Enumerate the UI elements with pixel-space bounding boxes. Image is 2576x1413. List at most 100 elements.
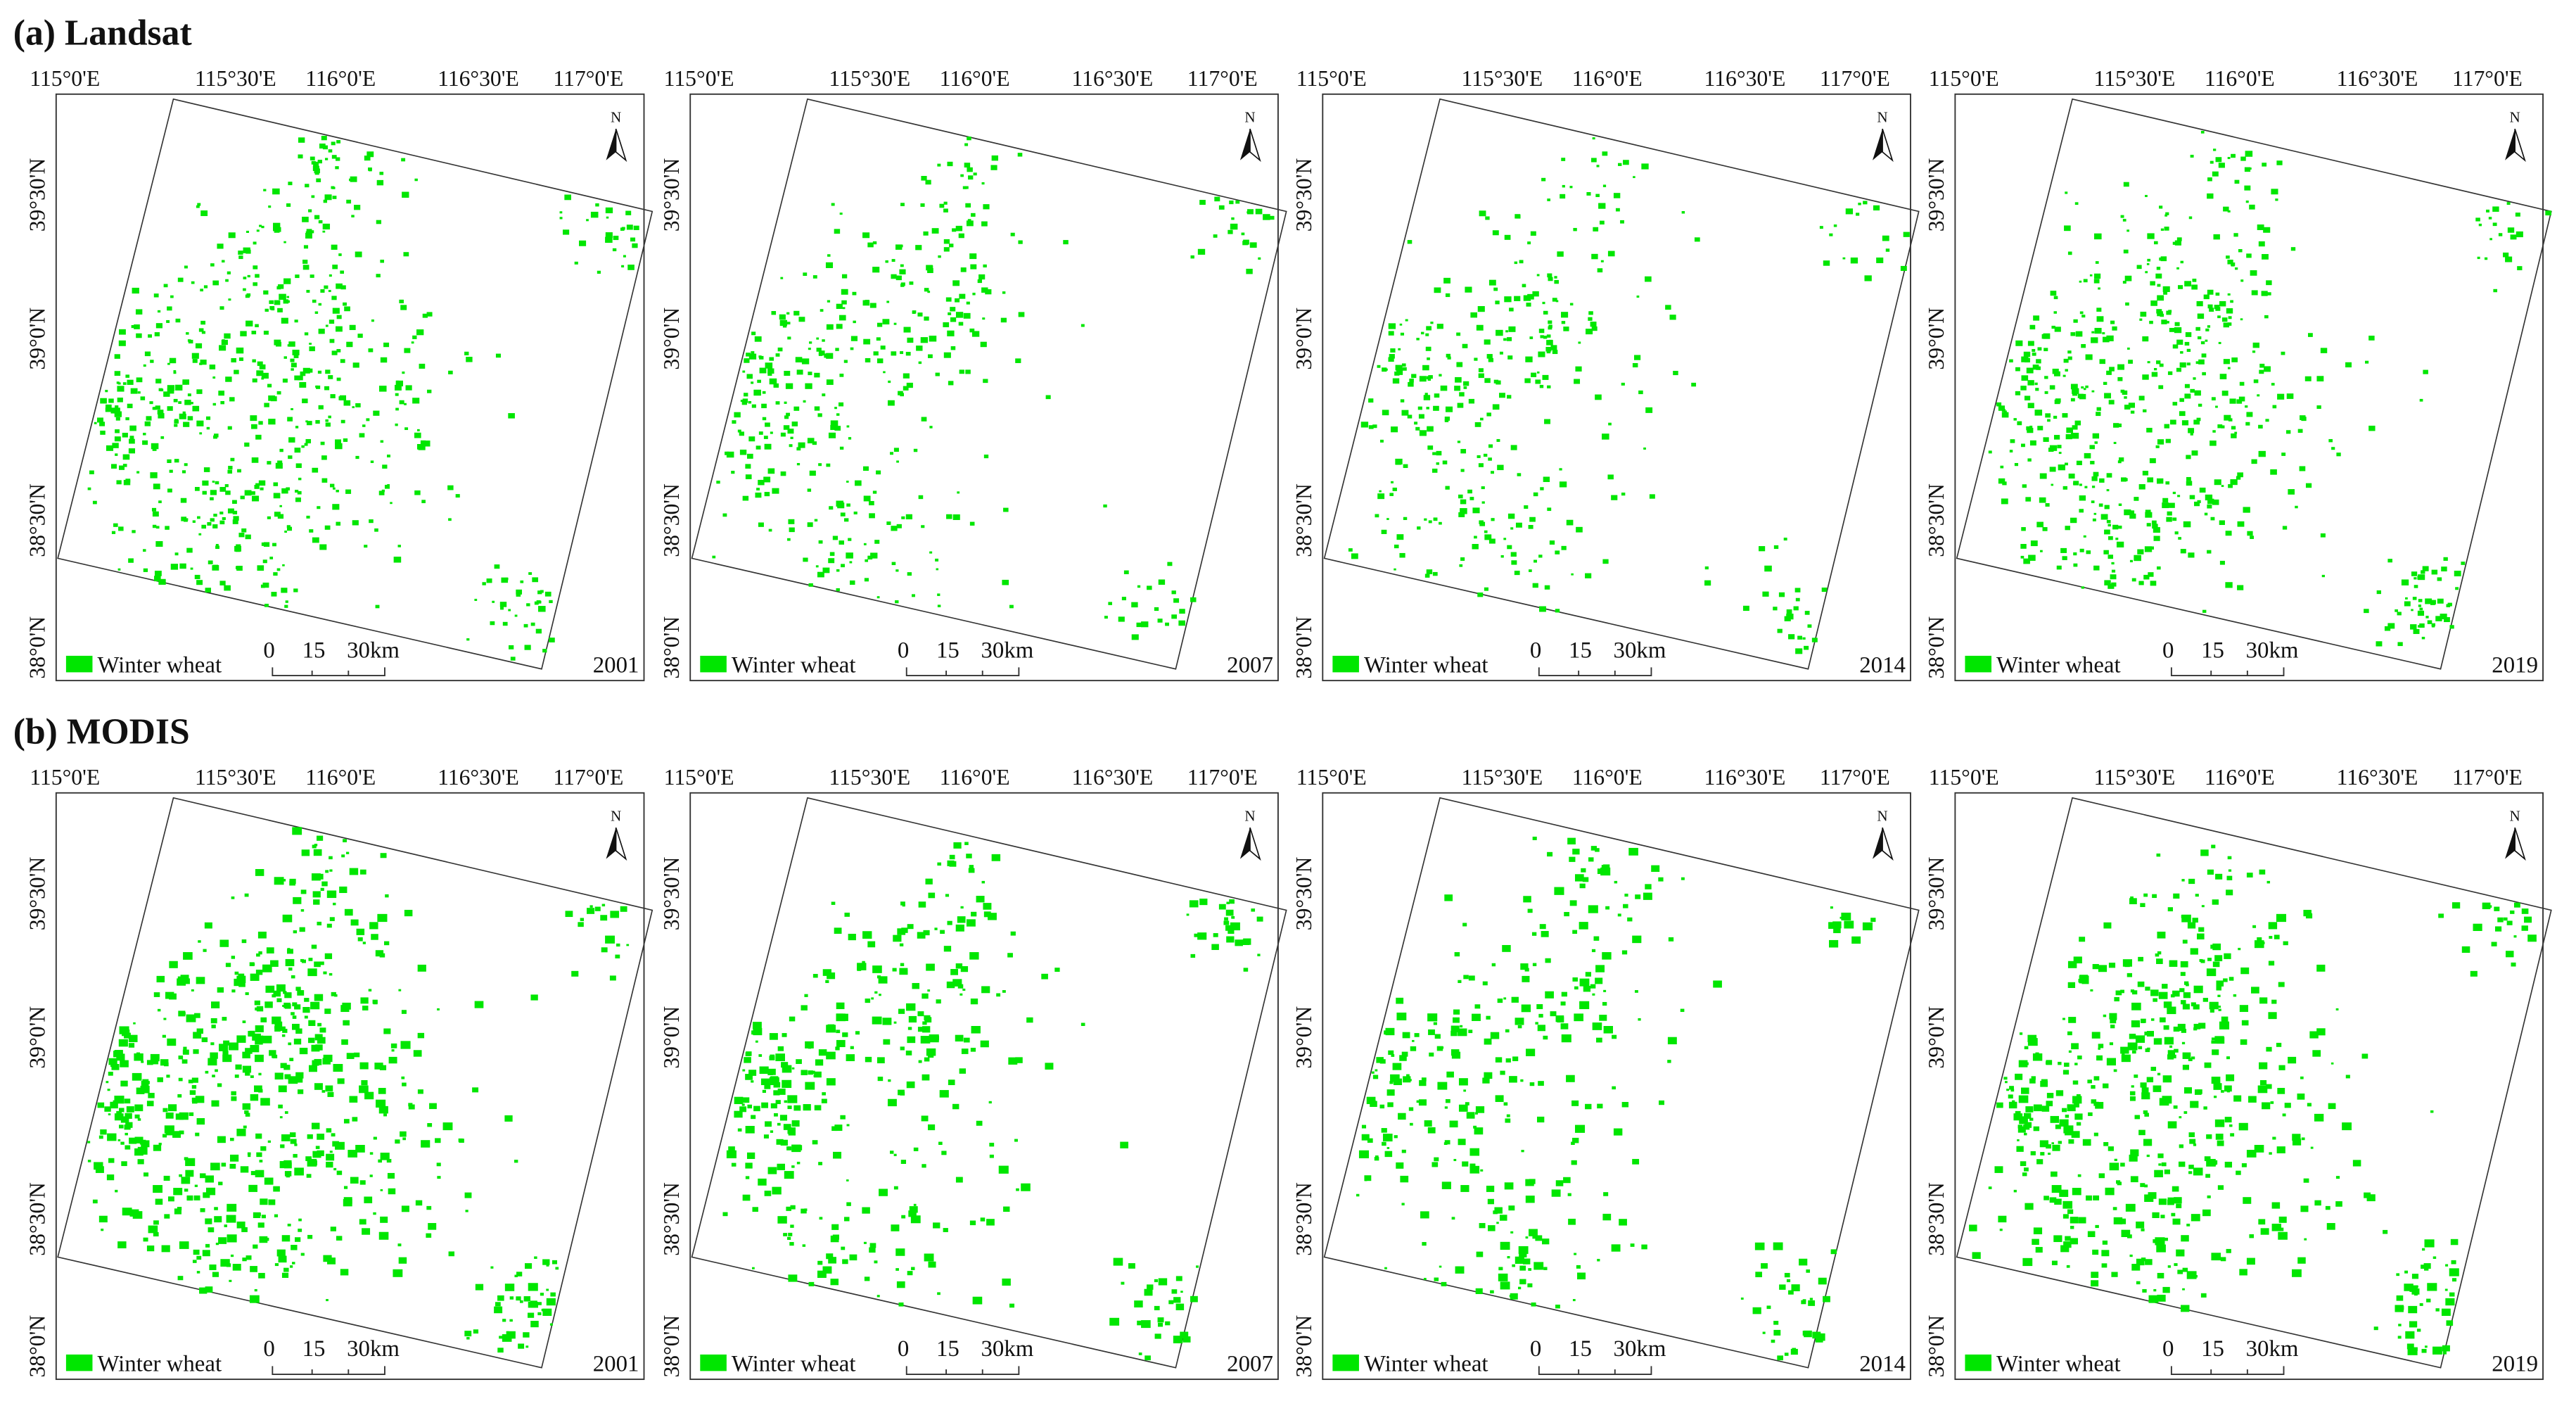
wheat-patch	[1598, 203, 1606, 209]
wheat-patch	[255, 324, 259, 328]
wheat-patch	[2091, 1032, 2100, 1039]
wheat-patch	[798, 442, 805, 448]
wheat-patch	[298, 137, 305, 143]
wheat-patch	[231, 896, 235, 899]
wheat-patch	[108, 1072, 113, 1076]
wheat-patch	[1563, 1177, 1571, 1184]
wheat-patch	[2044, 391, 2048, 394]
wheat-patch	[213, 514, 217, 517]
wheat-patch	[226, 1215, 236, 1223]
wheat-patch	[2197, 313, 2205, 319]
wheat-patch	[2180, 351, 2183, 354]
wheat-patch	[228, 232, 236, 239]
wheat-patch	[325, 419, 329, 422]
wheat-patch	[402, 191, 409, 198]
wheat-patch	[510, 657, 516, 661]
wheat-patch	[2290, 247, 2296, 251]
wheat-patch	[2195, 327, 2200, 331]
wheat-patch	[1613, 1128, 1623, 1136]
wheat-patch	[2233, 1095, 2242, 1102]
wheat-patch	[834, 426, 841, 431]
wheat-patch	[817, 1270, 827, 1278]
wheat-patch	[369, 168, 372, 172]
wheat-patch	[340, 270, 344, 274]
wheat-patch	[2421, 1265, 2426, 1269]
wheat-patch	[976, 896, 985, 903]
wheat-patch	[2182, 1065, 2189, 1070]
wheat-patch	[549, 638, 555, 642]
wheat-patch	[1190, 597, 1197, 602]
wheat-patch	[250, 1171, 257, 1175]
wheat-patch	[986, 1219, 995, 1226]
wheat-patch	[312, 891, 321, 898]
wheat-patch	[1432, 452, 1436, 455]
wheat-patch	[213, 435, 217, 439]
wheat-patch	[197, 516, 200, 519]
wheat-patch	[203, 285, 208, 289]
wheat-patch	[331, 350, 338, 355]
wheat-patch	[841, 564, 845, 568]
wheat-patch	[295, 463, 302, 469]
wheat-patch	[202, 490, 207, 495]
wheat-patch	[897, 928, 906, 935]
wheat-patch	[2166, 310, 2172, 315]
wheat-patch	[221, 339, 228, 346]
wheat-patch	[1002, 579, 1009, 585]
wheat-patch	[2228, 316, 2232, 319]
wheat-patch	[2430, 600, 2436, 604]
wheat-patch	[504, 1115, 513, 1122]
wheat-patch	[537, 1312, 542, 1316]
wheat-patch	[2091, 337, 2098, 343]
wheat-patch	[317, 159, 322, 164]
wheat-patch	[402, 1137, 406, 1141]
wheat-patch	[1235, 939, 1243, 946]
wheat-patch	[2150, 546, 2154, 550]
wheat-patch	[1500, 1241, 1510, 1250]
wheat-patch	[264, 603, 269, 607]
wheat-patch	[2281, 452, 2286, 456]
wheat-patch	[1469, 1148, 1480, 1156]
wheat-patch	[2052, 368, 2059, 374]
wheat-patch	[284, 992, 292, 999]
wheat-patch	[586, 219, 589, 222]
wheat-patch	[2083, 388, 2086, 391]
lat-label: 39°0'N	[1292, 308, 1316, 370]
wheat-patch	[136, 377, 143, 383]
wheat-patch	[2418, 599, 2423, 602]
wheat-patch	[2454, 571, 2461, 577]
wheat-patch	[312, 1060, 319, 1066]
wheat-patch	[2073, 481, 2079, 486]
wheat-patch	[2506, 202, 2511, 205]
wheat-patch	[764, 1084, 771, 1089]
wheat-patch	[167, 1196, 174, 1202]
wheat-patch	[1384, 1267, 1387, 1269]
wheat-patch	[291, 408, 293, 410]
wheat-patch	[1456, 332, 1461, 336]
wheat-patch	[1592, 1022, 1602, 1030]
wheat-patch	[2141, 1087, 2149, 1094]
wheat-patch	[165, 1112, 174, 1119]
wheat-patch	[1480, 417, 1484, 421]
wheat-patch	[349, 324, 356, 331]
wheat-patch	[1472, 544, 1479, 550]
wheat-patch	[1231, 915, 1235, 919]
wheat-patch	[971, 1025, 981, 1034]
wheat-patch	[1228, 229, 1233, 234]
wheat-patch	[2024, 395, 2031, 401]
wheat-patch	[1618, 163, 1622, 166]
wheat-patch	[403, 252, 409, 257]
wheat-patch	[571, 970, 579, 977]
wheat-patch	[1561, 1034, 1571, 1043]
wheat-patch	[2079, 483, 2082, 486]
wheat-patch	[916, 346, 923, 351]
north-label: N	[2510, 109, 2520, 126]
wheat-patch	[2193, 419, 2200, 425]
wheat-patch	[2188, 428, 2195, 433]
wheat-patch	[291, 368, 294, 371]
wheat-patch	[324, 1055, 331, 1060]
wheat-patch	[1458, 512, 1465, 517]
wheat-patch	[2197, 933, 2205, 939]
wheat-patch	[836, 413, 840, 416]
wheat-patch	[1427, 1127, 1436, 1134]
wheat-patch	[293, 1153, 298, 1158]
